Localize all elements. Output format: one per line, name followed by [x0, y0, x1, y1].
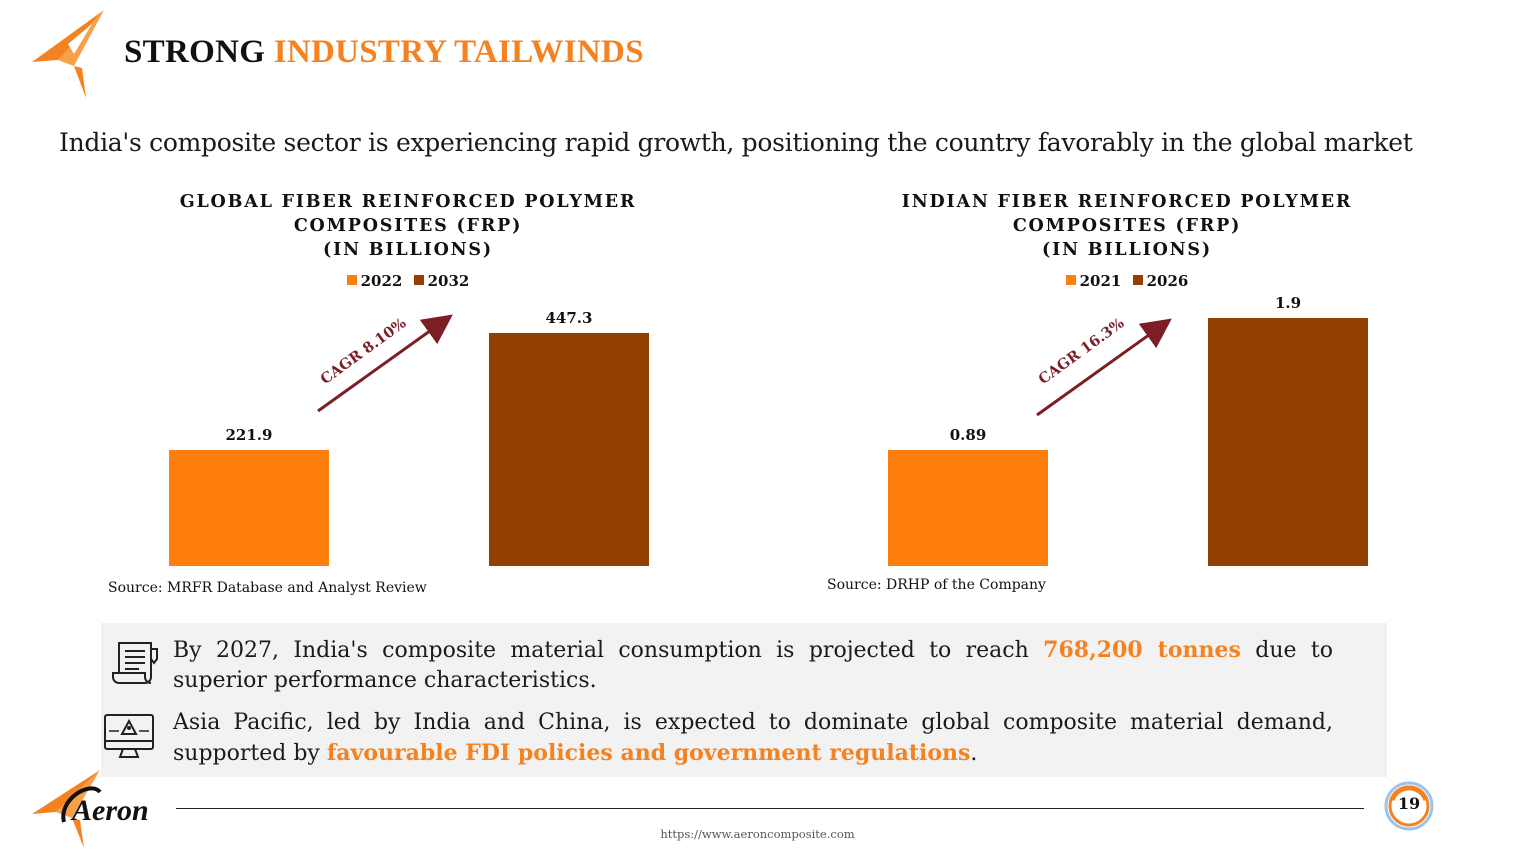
- chart-title-line-1: GLOBAL FIBER REINFORCED POLYMER: [179, 192, 637, 212]
- bar-first-value-label: 0.89: [949, 425, 987, 444]
- footer-website-link[interactable]: https://www.aeroncomposite.com: [660, 827, 855, 841]
- cagr-arrow-graphic: CAGR 16.3%: [1035, 315, 1172, 417]
- legend-label-second: 2032: [427, 272, 470, 290]
- footer-brand-name: Aeron: [72, 794, 149, 827]
- bar-second: [1208, 318, 1368, 566]
- title-part-1: STRONG: [124, 34, 266, 70]
- document-report-icon: [112, 642, 158, 684]
- bar-second-value-label: 1.9: [1274, 294, 1302, 312]
- chart-source: Source: DRHP of the Company: [827, 577, 1046, 593]
- insight-1-text-before: By 2027, India's composite material cons…: [173, 638, 1044, 663]
- cagr-arrow: [1036, 318, 1172, 417]
- page-number: 19: [1397, 794, 1421, 813]
- chart-legend: 2021 2026: [827, 272, 1427, 290]
- insight-point-1: By 2027, India's composite material cons…: [173, 635, 1333, 696]
- insight-point-2: Asia Pacific, led by India and China, is…: [173, 708, 1333, 769]
- cagr-arrow-graphic: CAGR 8.10%: [317, 314, 453, 413]
- key-insights-box: By 2027, India's composite material cons…: [101, 623, 1387, 777]
- legend-item-first: 2021: [1065, 272, 1122, 290]
- insight-1-highlight: 768,200 tonnes: [1043, 637, 1241, 663]
- page-subtitle: India's composite sector is experiencing…: [59, 128, 1413, 157]
- page-badge-ring-icon: [1384, 781, 1434, 831]
- bar-first: [169, 450, 329, 566]
- insight-2-text-after: .: [970, 741, 978, 766]
- page-number-badge: 19: [1384, 780, 1434, 832]
- title-part-2: INDUSTRY TAILWINDS: [273, 34, 644, 70]
- legend-item-first: 2022: [346, 272, 403, 290]
- legend-swatch-first: [1065, 275, 1076, 285]
- bar-second: [489, 333, 649, 566]
- aeron-logo-icon: [32, 10, 104, 98]
- legend-swatch-first: [346, 275, 357, 285]
- chart-source: Source: MRFR Database and Analyst Review: [108, 580, 427, 596]
- global-frp-chart: GLOBAL FIBER REINFORCED POLYMER COMPOSIT…: [108, 188, 708, 608]
- footer-logo-mark-icon: [32, 770, 102, 848]
- footer-divider: [176, 808, 1364, 809]
- legend-item-second: 2026: [1132, 272, 1189, 290]
- footer-brand-logo: Aeron: [30, 770, 160, 850]
- chart-legend: 2022 2032: [108, 272, 708, 290]
- chart-title-line-2: COMPOSITES (FRP): [1012, 216, 1242, 236]
- insight-2-highlight: favourable FDI policies and government r…: [326, 740, 971, 766]
- cagr-label: CAGR 16.3%: [1035, 315, 1127, 388]
- page-title: STRONG INDUSTRY TAILWINDS: [124, 34, 644, 71]
- legend-swatch-second: [413, 275, 424, 285]
- chart-title: INDIAN FIBER REINFORCED POLYMER COMPOSIT…: [827, 190, 1427, 262]
- indian-frp-chart: INDIAN FIBER REINFORCED POLYMER COMPOSIT…: [827, 188, 1427, 608]
- legend-label-second: 2026: [1146, 272, 1189, 290]
- cagr-arrow: [317, 314, 453, 413]
- legend-item-second: 2032: [413, 272, 470, 290]
- monitor-design-icon: [104, 714, 154, 758]
- chart-title-line-1: INDIAN FIBER REINFORCED POLYMER: [901, 192, 1353, 212]
- legend-label-first: 2021: [1079, 272, 1122, 290]
- chart-title: GLOBAL FIBER REINFORCED POLYMER COMPOSIT…: [108, 190, 708, 262]
- insight-1-text-after: due to superior performance characterist…: [173, 638, 1334, 693]
- bar-first-value-label: 221.9: [225, 426, 273, 445]
- legend-swatch-second: [1132, 275, 1143, 285]
- bar-second-value-label: 447.3: [545, 309, 593, 327]
- chart-title-line-2: COMPOSITES (FRP): [293, 216, 523, 236]
- legend-label-first: 2022: [360, 272, 403, 290]
- chart-title-line-3: (IN BILLIONS): [323, 240, 493, 260]
- chart-title-line-3: (IN BILLIONS): [1042, 240, 1212, 260]
- bar-first: [888, 449, 1048, 566]
- insight-2-text-before: Asia Pacific, led by India and China, is…: [173, 710, 1333, 766]
